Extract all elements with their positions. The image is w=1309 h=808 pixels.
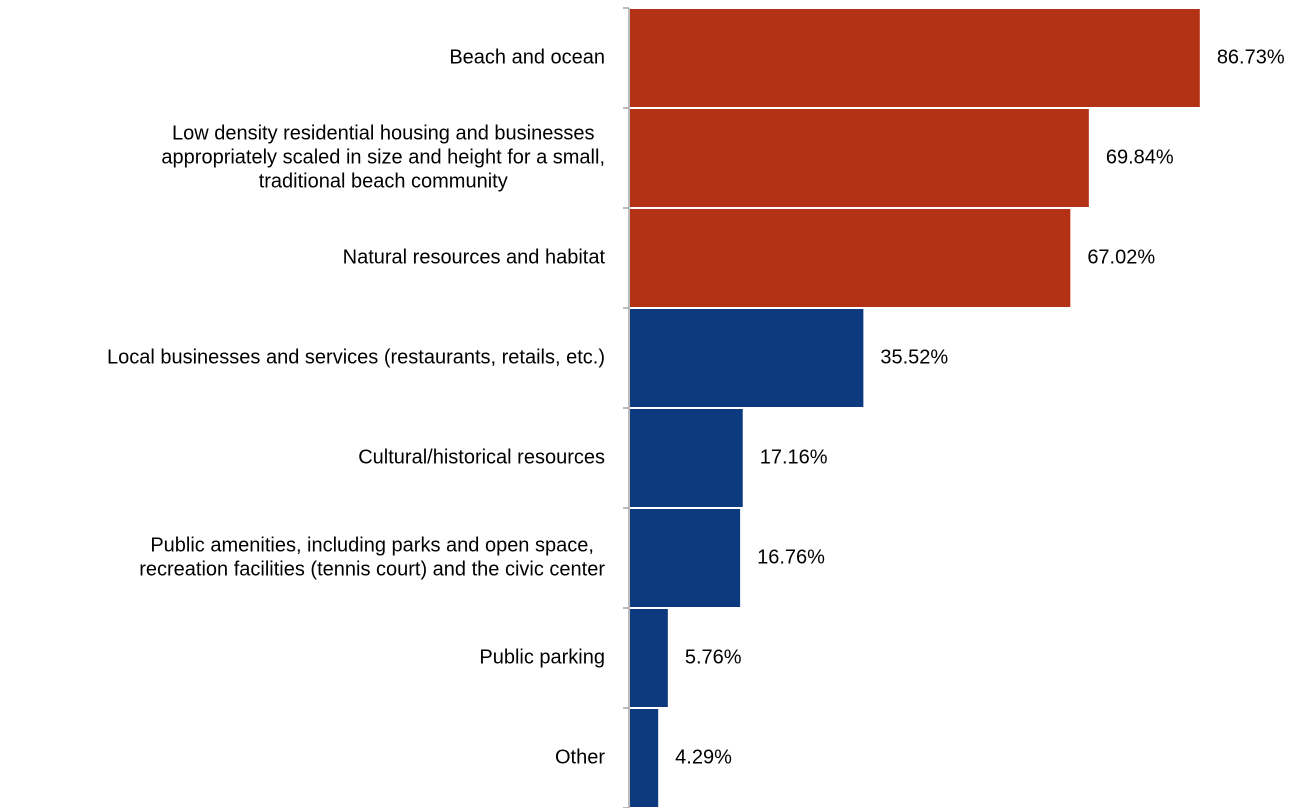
category-axis [623, 7, 630, 808]
data-label: 67.02% [1087, 246, 1155, 268]
category-label-line: appropriately scaled in size and height … [161, 146, 605, 168]
data-label: 86.73% [1217, 46, 1285, 68]
category-label: Public amenities, including parks and op… [139, 534, 605, 580]
category-label: Beach and ocean [449, 46, 605, 68]
bar [630, 209, 1071, 307]
bar [630, 609, 668, 707]
category-label-line: Cultural/historical resources [358, 446, 605, 468]
category-label-line: recreation facilities (tennis court) and… [139, 558, 605, 580]
category-label: Cultural/historical resources [358, 446, 605, 468]
category-label-line: Local businesses and services (restauran… [107, 346, 605, 368]
data-label: 5.76% [685, 646, 742, 668]
category-label-line: Beach and ocean [449, 46, 605, 68]
data-label: 69.84% [1106, 146, 1174, 168]
category-label: Natural resources and habitat [343, 246, 606, 268]
bar [630, 309, 864, 407]
bar [630, 509, 741, 607]
category-label: Low density residential housing and busi… [161, 122, 605, 192]
category-label-line: Public amenities, including parks and op… [150, 534, 594, 556]
category-labels: Beach and ocean Low density residential h… [107, 46, 605, 768]
category-label: Local businesses and services (restauran… [107, 346, 605, 368]
data-label: 35.52% [880, 346, 948, 368]
bar [630, 709, 659, 807]
category-label-line: traditional beach community [259, 170, 508, 192]
category-label-line: Natural resources and habitat [343, 246, 606, 268]
data-label: 4.29% [675, 746, 732, 768]
bars-group [630, 9, 1200, 807]
category-label-line: Public parking [479, 646, 605, 668]
category-label: Public parking [479, 646, 605, 668]
bar [630, 9, 1200, 107]
bar [630, 409, 743, 507]
category-label-line: Low density residential housing and busi… [172, 122, 595, 144]
category-label: Other [555, 746, 605, 768]
bar [630, 109, 1089, 207]
value-labels: 86.73% 69.84% 67.02% 35.52% 17.16% 16.76% 5.76… [675, 46, 1285, 768]
category-label-line: Other [555, 746, 605, 768]
data-label: 17.16% [760, 446, 828, 468]
data-label: 16.76% [757, 546, 825, 568]
